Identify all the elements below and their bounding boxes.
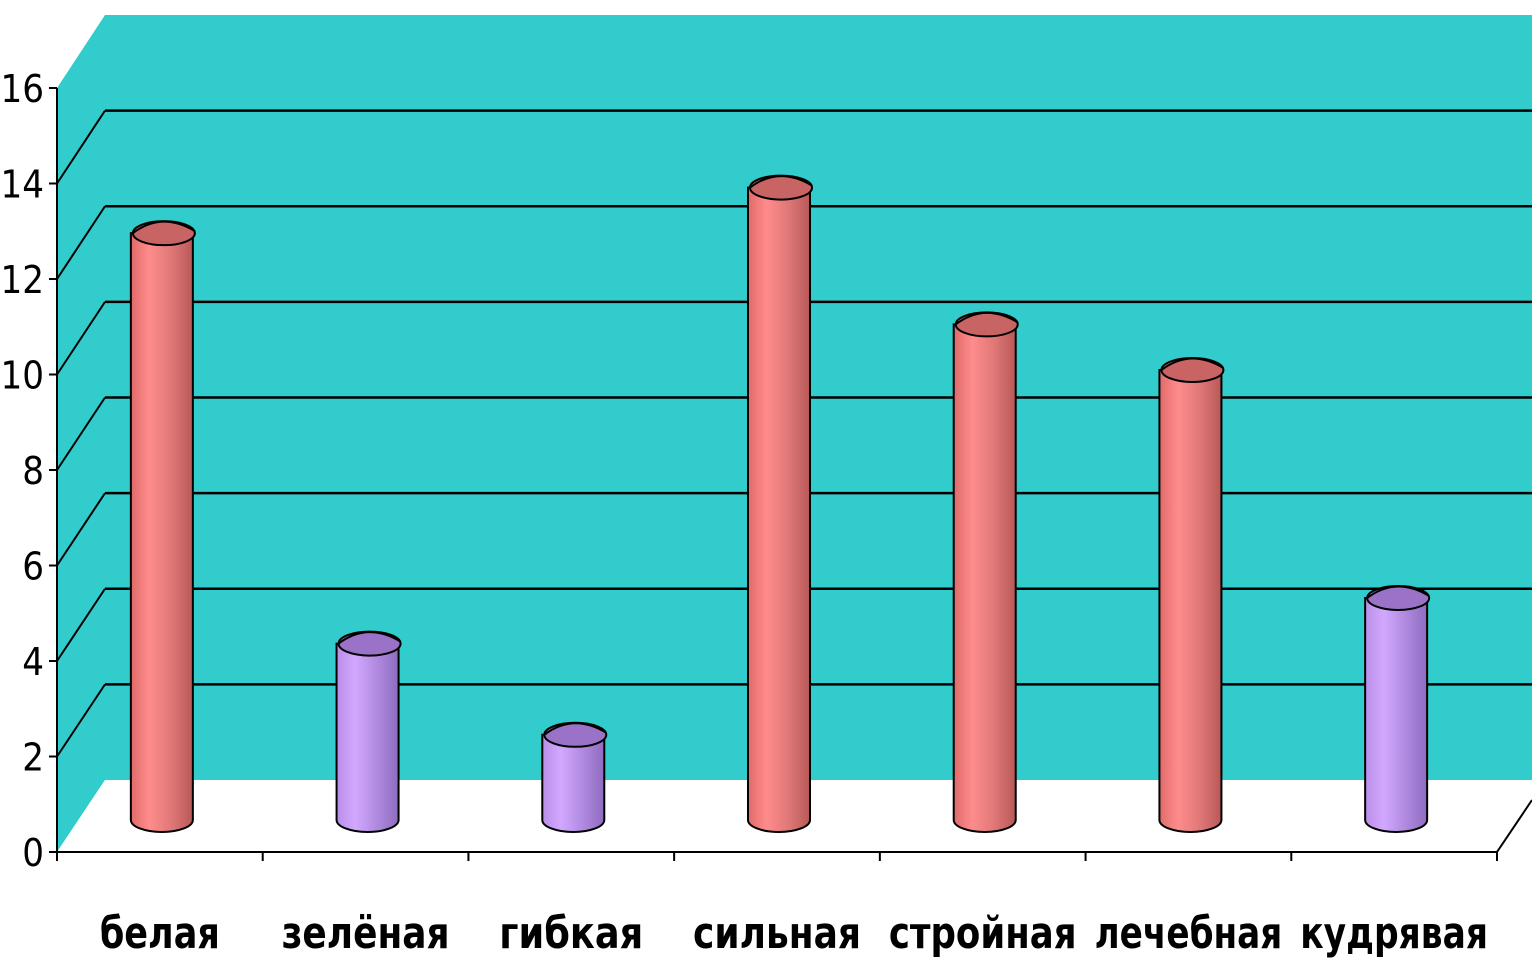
bar-4 — [952, 311, 1019, 833]
gridline-side — [56, 301, 106, 376]
gridline-side — [56, 396, 106, 471]
y-tick-label: 12 — [1, 258, 45, 302]
y-tick-label: 6 — [22, 545, 44, 589]
y-tick-label: 4 — [22, 640, 44, 684]
gridline-side — [56, 492, 106, 567]
category-label: гибкая — [499, 908, 643, 959]
category-label: кудрявая — [1300, 908, 1488, 959]
bar-2 — [541, 721, 608, 833]
y-tick-label: 0 — [22, 831, 44, 875]
y-tick-label: 8 — [22, 449, 44, 493]
bars — [129, 174, 1431, 833]
category-label: стройная — [889, 908, 1077, 959]
y-tick-label: 2 — [22, 736, 44, 780]
gridline-side — [56, 205, 106, 280]
category-label: лечебная — [1095, 908, 1283, 959]
y-axis — [49, 87, 58, 853]
y-tick-labels: 0 2 4 6 8 10 12 14 16 — [1, 67, 45, 875]
bar-3 — [747, 174, 813, 833]
gridline-side — [56, 683, 106, 758]
y-tick-label: 16 — [1, 67, 45, 111]
category-labels: белая зелёная гибкая сильная стройная лечебна… — [100, 908, 1488, 959]
category-label: сильная — [693, 908, 861, 959]
y-tick-label: 14 — [1, 163, 45, 207]
gridline-side — [56, 110, 106, 185]
x-axis — [56, 799, 1532, 861]
bar-0 — [129, 220, 196, 833]
category-label: белая — [100, 908, 220, 959]
bar-5 — [1158, 356, 1225, 833]
bar-6 — [1364, 584, 1431, 833]
y-tick-label: 10 — [1, 354, 45, 398]
gridline-side — [56, 588, 106, 662]
category-label: зелёная — [282, 908, 450, 959]
bar-1 — [335, 630, 402, 833]
